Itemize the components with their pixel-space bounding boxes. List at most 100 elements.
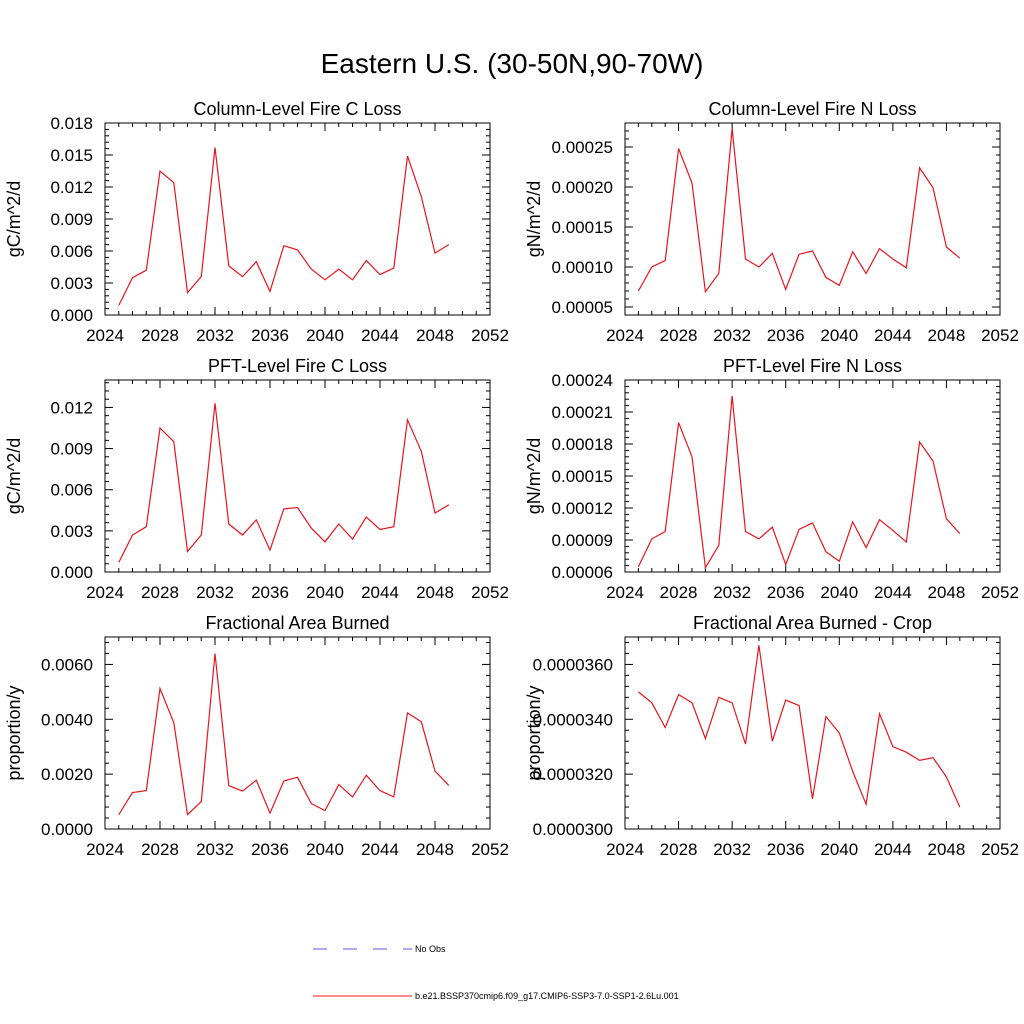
y-tick-label: 0.003 <box>50 522 93 541</box>
panel-title: PFT-Level Fire N Loss <box>723 356 902 376</box>
chart-panel-5: Fractional Area Burned proportion/y 2024 20… <box>4 613 509 859</box>
x-tick-label: 2024 <box>86 583 124 602</box>
x-tick-label: 2044 <box>874 326 912 345</box>
chart-panel-3: PFT-Level Fire C Loss gC/m^2/d 2024 2028 203… <box>4 356 509 602</box>
x-tick-label: 2048 <box>928 583 966 602</box>
y-tick-label: 0.012 <box>50 178 93 197</box>
legend-label-2: b.e21.BSSP370cmip6.f09_g17.CMIP6-SSP3-7.… <box>415 991 679 1001</box>
x-tick-label: 2036 <box>767 326 805 345</box>
x-tick-label: 2044 <box>361 840 399 859</box>
legend-label-1: No Obs <box>415 944 446 954</box>
y-tick-label: 0.00012 <box>552 499 613 518</box>
plot-frame <box>624 379 1001 573</box>
x-tick-label: 2024 <box>606 840 644 859</box>
series-line <box>637 128 961 294</box>
x-tick-label: 2032 <box>713 583 751 602</box>
y-tick-label: 0.0000300 <box>533 820 613 839</box>
y-tick-label: 0.00010 <box>552 258 613 277</box>
y-tick-label: 0.0060 <box>41 655 93 674</box>
y-tick-label: 0.009 <box>50 210 93 229</box>
y-tick-label: 0.00020 <box>552 178 613 197</box>
chart-panel-4: PFT-Level Fire N Loss gN/m^2/d 2024 2028 203… <box>524 356 1019 602</box>
y-tick-label: 0.0020 <box>41 765 93 784</box>
y-tick-label: 0.015 <box>50 146 93 165</box>
x-tick-label: 2024 <box>86 326 124 345</box>
series-line <box>638 645 961 808</box>
x-tick-label: 2048 <box>416 326 454 345</box>
y-tick-label: 0.0040 <box>41 710 93 729</box>
y-tick-label: 0.0000340 <box>533 710 613 729</box>
x-tick-label: 2048 <box>928 840 966 859</box>
y-tick-label: 0.006 <box>50 242 93 261</box>
x-tick-label: 2048 <box>928 326 966 345</box>
y-tick-label: 0.00024 <box>552 371 613 390</box>
x-tick-label: 2036 <box>251 326 289 345</box>
y-axis-label: gN/m^2/d <box>524 181 544 257</box>
x-tick-label: 2052 <box>981 840 1019 859</box>
x-tick-label: 2044 <box>874 840 912 859</box>
y-tick-label: 0.00015 <box>552 467 613 486</box>
x-tick-label: 2048 <box>416 583 454 602</box>
x-tick-label: 2040 <box>820 326 858 345</box>
y-tick-label: 0.00025 <box>552 138 613 157</box>
series-line <box>118 403 450 563</box>
y-tick-label: 0.0000320 <box>533 765 613 784</box>
y-axis-label: proportion/y <box>524 685 544 780</box>
x-tick-label: 2052 <box>471 583 509 602</box>
y-axis-label: gC/m^2/d <box>4 181 24 257</box>
panel-title: Fractional Area Burned - Crop <box>693 613 932 633</box>
y-axis-label: gN/m^2/d <box>524 438 544 514</box>
y-tick-label: 0.000 <box>50 563 93 582</box>
x-tick-label: 2044 <box>361 326 399 345</box>
y-tick-label: 0.00009 <box>552 531 613 550</box>
y-tick-label: 0.009 <box>50 440 93 459</box>
plot-frame <box>104 636 491 830</box>
y-tick-label: 0.0000360 <box>533 655 613 674</box>
y-tick-label: 0.018 <box>50 114 93 133</box>
y-tick-label: 0.00006 <box>552 563 613 582</box>
panel-title: Column-Level Fire N Loss <box>708 99 916 119</box>
x-tick-label: 2036 <box>767 840 805 859</box>
panel-title: Fractional Area Burned <box>205 613 389 633</box>
y-tick-label: 0.00005 <box>552 298 613 317</box>
x-tick-label: 2032 <box>196 840 234 859</box>
x-tick-label: 2052 <box>981 583 1019 602</box>
x-tick-label: 2024 <box>86 840 124 859</box>
chart-panel-2: Column-Level Fire N Loss gN/m^2/d 2024 2028… <box>524 99 1019 345</box>
x-tick-label: 2036 <box>251 583 289 602</box>
x-tick-label: 2052 <box>471 840 509 859</box>
chart-panel-1: Column-Level Fire C Loss gC/m^2/d 2024 2028… <box>4 99 509 345</box>
x-tick-label: 2024 <box>606 583 644 602</box>
x-tick-label: 2024 <box>606 326 644 345</box>
legend: No Obs b.e21.BSSP370cmip6.f09_g17.CMIP6-S… <box>313 944 679 1001</box>
panel-title: PFT-Level Fire C Loss <box>208 356 387 376</box>
plot-frame <box>104 122 491 316</box>
y-tick-label: 0.012 <box>50 398 93 417</box>
x-tick-label: 2028 <box>141 840 179 859</box>
x-tick-label: 2028 <box>141 326 179 345</box>
y-tick-label: 0.00021 <box>552 403 613 422</box>
chart-panel-6: Fractional Area Burned - Crop proportion/… <box>524 613 1019 859</box>
y-tick-label: 0.003 <box>50 274 93 293</box>
x-tick-label: 2052 <box>981 326 1019 345</box>
plot-frame <box>624 122 1001 316</box>
x-tick-label: 2028 <box>660 326 698 345</box>
x-tick-label: 2040 <box>306 326 344 345</box>
figure-title: Eastern U.S. (30-50N,90-70W) <box>320 48 704 79</box>
x-tick-label: 2032 <box>713 840 751 859</box>
y-tick-label: 0.00015 <box>552 218 613 237</box>
x-tick-label: 2040 <box>820 583 858 602</box>
x-tick-label: 2044 <box>361 583 399 602</box>
y-tick-label: 0.0000 <box>41 820 93 839</box>
x-tick-label: 2036 <box>251 840 289 859</box>
series-line <box>118 653 450 816</box>
x-tick-label: 2032 <box>196 583 234 602</box>
x-tick-label: 2028 <box>141 583 179 602</box>
x-tick-label: 2032 <box>196 326 234 345</box>
panel-title: Column-Level Fire C Loss <box>193 99 401 119</box>
x-tick-label: 2052 <box>471 326 509 345</box>
x-tick-label: 2040 <box>306 583 344 602</box>
plot-frame <box>624 636 1001 830</box>
y-tick-label: 0.00018 <box>552 435 613 454</box>
